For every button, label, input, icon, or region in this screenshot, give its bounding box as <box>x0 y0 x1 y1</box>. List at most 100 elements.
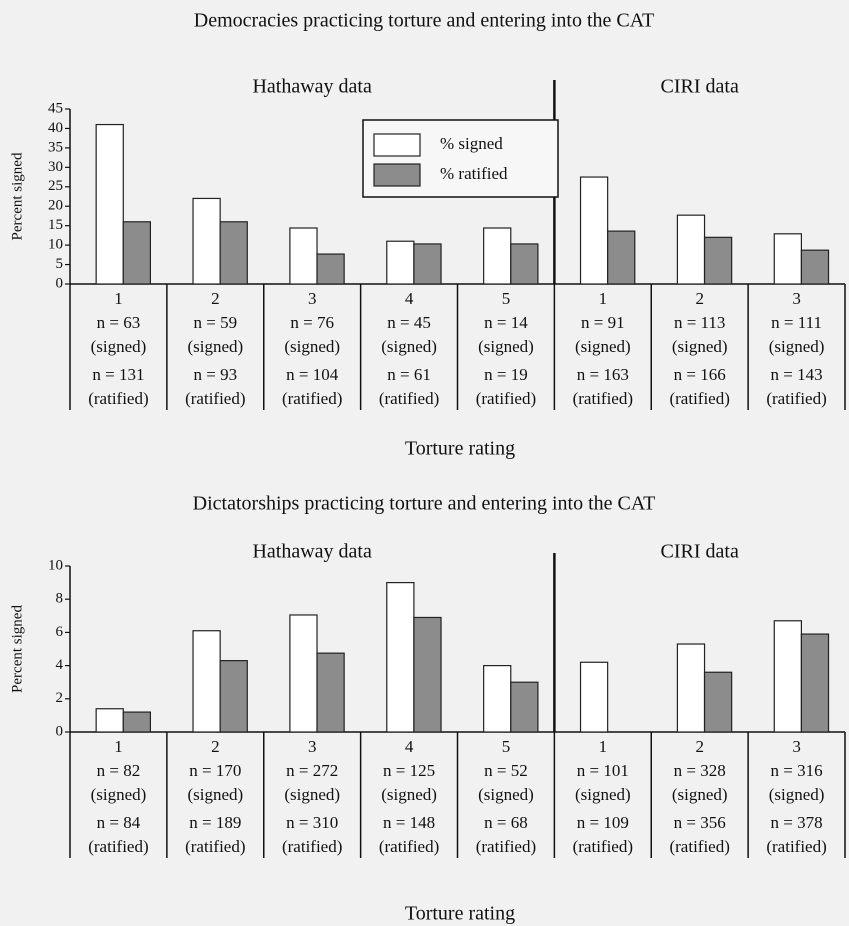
y-tick-label: 2 <box>56 690 64 706</box>
category-note: (signed) <box>672 785 728 804</box>
category-note: (ratified) <box>379 389 439 408</box>
category-note: n = 52 <box>484 761 528 780</box>
y-tick-label: 8 <box>56 591 64 607</box>
bar <box>95 123 124 285</box>
panel-title: CIRI data <box>661 76 739 98</box>
legend-label: % ratified <box>440 164 508 183</box>
category-note: n = 356 <box>674 813 726 832</box>
y-tick-label: 45 <box>48 100 63 116</box>
category-note: (signed) <box>91 785 147 804</box>
bar <box>413 616 442 733</box>
bar <box>289 614 318 733</box>
bar <box>483 227 512 285</box>
bar <box>289 227 318 285</box>
bar <box>316 652 345 733</box>
category-note: n = 101 <box>577 761 629 780</box>
x-tick-label: 3 <box>308 289 317 308</box>
x-tick-label: 1 <box>599 289 608 308</box>
y-tick-label: 5 <box>56 256 64 272</box>
category-note: (ratified) <box>573 389 633 408</box>
category-note: (signed) <box>575 337 631 356</box>
category-note: n = 148 <box>383 813 435 832</box>
bar <box>703 671 733 733</box>
legend-label: % signed <box>440 134 503 153</box>
category-note: n = 109 <box>577 813 629 832</box>
y-tick-label: 0 <box>56 723 64 739</box>
y-tick-label: 35 <box>48 139 63 155</box>
y-axis-label: Percent signed <box>9 605 25 693</box>
category-note: n = 93 <box>194 365 238 384</box>
y-tick-label: 6 <box>56 624 64 640</box>
bar <box>703 236 733 285</box>
category-note: n = 19 <box>484 365 528 384</box>
bar <box>676 643 706 733</box>
bar <box>386 240 415 285</box>
category-note: n = 143 <box>771 365 823 384</box>
category-note: n = 76 <box>290 313 334 332</box>
x-tick-label: 1 <box>114 737 123 756</box>
category-note: (ratified) <box>476 837 536 856</box>
category-note: (ratified) <box>88 389 148 408</box>
x-tick-label: 2 <box>211 289 220 308</box>
category-note: (signed) <box>381 337 437 356</box>
bar <box>122 711 152 733</box>
bar <box>800 249 830 285</box>
category-note: (ratified) <box>185 837 245 856</box>
bar <box>122 221 152 285</box>
bar <box>800 633 830 733</box>
category-note: n = 111 <box>771 313 822 332</box>
x-tick-label: 3 <box>308 737 317 756</box>
category-note: n = 61 <box>387 365 431 384</box>
chart-title: Democracies practicing torture and enter… <box>194 10 654 32</box>
y-tick-label: 15 <box>48 217 63 233</box>
category-note: (signed) <box>284 785 340 804</box>
bar <box>579 661 609 733</box>
y-tick-label: 0 <box>56 275 64 291</box>
category-note: n = 166 <box>674 365 726 384</box>
x-tick-label: 2 <box>695 737 704 756</box>
bar <box>773 233 803 285</box>
category-note: n = 113 <box>674 313 725 332</box>
category-note: (ratified) <box>669 837 729 856</box>
bar <box>386 581 415 733</box>
x-tick-label: 1 <box>114 289 123 308</box>
category-note: (ratified) <box>669 389 729 408</box>
category-note: (ratified) <box>476 389 536 408</box>
category-note: n = 45 <box>387 313 431 332</box>
x-axis-label: Torture rating <box>405 438 515 460</box>
bar <box>607 230 636 285</box>
bar <box>483 664 512 733</box>
category-note: (ratified) <box>766 389 826 408</box>
y-tick-label: 30 <box>48 159 63 175</box>
category-note: (ratified) <box>766 837 826 856</box>
bar <box>510 243 539 285</box>
panel-title: CIRI data <box>661 541 739 563</box>
category-note: (signed) <box>769 337 825 356</box>
category-note: n = 170 <box>189 761 241 780</box>
bar <box>413 243 442 285</box>
category-note: n = 68 <box>484 813 528 832</box>
category-note: n = 328 <box>674 761 726 780</box>
bar <box>192 630 221 733</box>
y-axis-label: Percent signed <box>9 152 25 240</box>
x-tick-label: 1 <box>599 737 608 756</box>
y-tick-label: 20 <box>48 198 63 214</box>
bar <box>676 214 706 285</box>
category-note: n = 63 <box>97 313 141 332</box>
y-tick-label: 40 <box>48 120 63 136</box>
x-tick-label: 3 <box>792 737 801 756</box>
category-note: (signed) <box>91 337 147 356</box>
category-note: (signed) <box>187 785 243 804</box>
category-note: (ratified) <box>88 837 148 856</box>
category-note: n = 131 <box>92 365 144 384</box>
panel-title: Hathaway data <box>252 541 372 563</box>
x-tick-label: 5 <box>502 737 511 756</box>
category-note: n = 59 <box>194 313 238 332</box>
category-note: n = 310 <box>286 813 338 832</box>
panel-title: Hathaway data <box>252 76 372 98</box>
category-note: n = 91 <box>581 313 625 332</box>
category-note: (signed) <box>769 785 825 804</box>
chart-title: Dictatorships practicing torture and ent… <box>193 493 656 515</box>
bar <box>95 708 124 733</box>
